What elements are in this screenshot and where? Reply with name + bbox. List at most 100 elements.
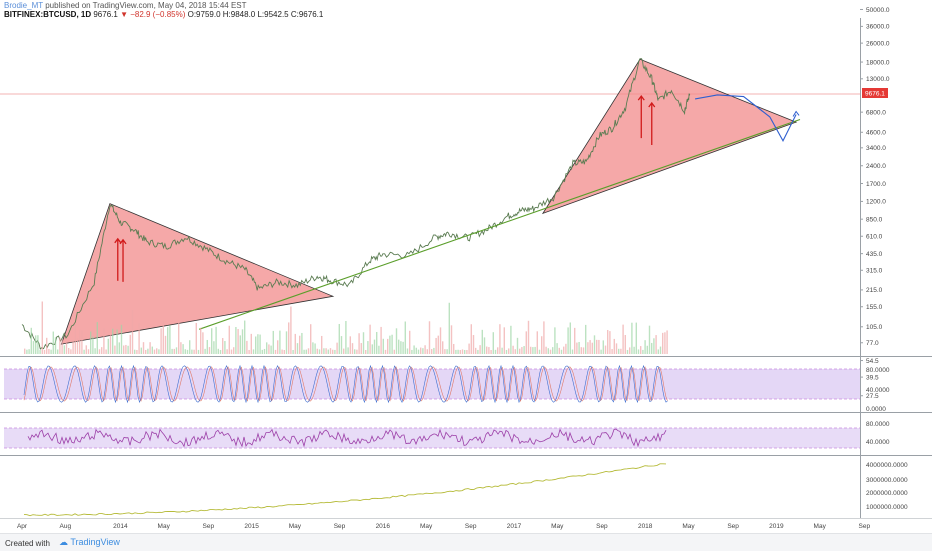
volume-bar bbox=[230, 349, 233, 354]
volume-bar bbox=[246, 340, 248, 354]
rsi-pane[interactable]: 80.0000 40.0000 bbox=[4, 421, 890, 449]
time-tick-label: 2015 bbox=[244, 523, 259, 530]
volume-bar bbox=[307, 348, 310, 354]
volume-bar bbox=[598, 339, 600, 354]
volume-bar bbox=[182, 344, 184, 354]
price-tick-label: 18000.0 bbox=[866, 59, 890, 66]
volume-bar bbox=[206, 339, 208, 354]
obv-tick-label: 4000000.0000 bbox=[866, 462, 908, 469]
triangle-pattern bbox=[60, 203, 335, 345]
volume-bar bbox=[534, 346, 536, 354]
rsi-tick-label: 80.0000 bbox=[866, 421, 890, 428]
volume-bar bbox=[136, 349, 138, 354]
obv-pane[interactable]: 4000000.0000 3000000.0000 2000000.0000 1000… bbox=[23, 462, 908, 517]
stoch-tick-label: 40.0000 bbox=[866, 387, 890, 394]
volume-bar bbox=[241, 329, 244, 354]
volume-bar bbox=[39, 349, 41, 354]
volume-bar bbox=[292, 349, 294, 354]
volume-bar bbox=[92, 336, 94, 354]
tradingview-logo[interactable]: ☁ TradingView bbox=[59, 537, 120, 547]
volume-bar bbox=[323, 348, 325, 354]
volume-bar bbox=[442, 341, 444, 354]
volume-bar bbox=[644, 340, 646, 354]
volume-bar bbox=[204, 348, 206, 354]
buy-arrowhead bbox=[648, 101, 656, 108]
projection-path bbox=[695, 94, 797, 142]
volume-bar bbox=[112, 328, 114, 354]
volume-bar bbox=[578, 341, 580, 354]
volume-bar bbox=[479, 345, 481, 354]
volume-bar bbox=[233, 347, 235, 354]
volume-bar bbox=[600, 349, 602, 354]
volume-bar bbox=[398, 339, 400, 354]
volume-bar bbox=[382, 338, 384, 354]
volume-bar bbox=[622, 324, 624, 354]
volume-bar bbox=[655, 335, 657, 354]
volume-bar bbox=[611, 349, 613, 354]
volume-bar bbox=[37, 335, 39, 354]
low-value: L:9542.5 bbox=[257, 10, 289, 19]
volume-bar bbox=[593, 335, 596, 354]
chart-canvas[interactable]: 80.0000 40.0000 0.0000 80.0000 40.0000 4000… bbox=[0, 0, 932, 533]
down-arrow-icon: ▼ bbox=[120, 10, 128, 19]
volume-bar bbox=[48, 349, 50, 354]
volume-bar bbox=[208, 347, 211, 354]
volume-bar bbox=[538, 349, 541, 354]
volume-bar bbox=[523, 346, 525, 354]
volume-bar bbox=[648, 325, 651, 354]
price-pane[interactable] bbox=[0, 58, 860, 350]
volume-bar bbox=[334, 349, 336, 354]
volume-bar bbox=[296, 343, 299, 354]
projection-arrowhead bbox=[792, 110, 800, 117]
volume-bar bbox=[530, 346, 532, 354]
volume-bar bbox=[629, 347, 631, 354]
volume-bar bbox=[257, 334, 259, 354]
volume-bar bbox=[263, 348, 266, 354]
volume-bar bbox=[492, 332, 494, 354]
price-tick-label: 77.0 bbox=[866, 340, 879, 347]
volume-bar bbox=[239, 335, 241, 354]
volume-bar bbox=[305, 349, 307, 354]
volume-bar bbox=[96, 322, 98, 354]
volume-bar bbox=[129, 334, 131, 354]
obv-tick-label: 1000000.0000 bbox=[866, 504, 908, 511]
price-tick-label: 105.0 bbox=[866, 324, 883, 331]
volume-bar bbox=[470, 324, 472, 354]
obv-line bbox=[23, 463, 667, 517]
volume-bar bbox=[127, 345, 129, 354]
price-change: −82.9 (−0.85%) bbox=[130, 10, 186, 19]
author-link[interactable]: Brodie_MT bbox=[4, 1, 43, 10]
stochastic-pane[interactable]: 80.0000 40.0000 0.0000 bbox=[4, 364, 890, 413]
volume-bar bbox=[303, 349, 305, 354]
volume-bar bbox=[277, 340, 279, 354]
volume-bar bbox=[369, 324, 371, 354]
time-axis[interactable]: Apr Aug 2014 May Sep 2015 May Sep 2016 May Sep 2017… bbox=[17, 523, 871, 530]
volume-bar bbox=[574, 327, 576, 354]
volume-bar bbox=[560, 349, 563, 354]
volume-bar bbox=[609, 331, 611, 354]
volume-bar bbox=[316, 348, 318, 354]
stoch-tick-label: 80.0000 bbox=[866, 367, 890, 374]
volume-bar bbox=[426, 349, 428, 354]
volume-bar bbox=[318, 349, 321, 354]
volume-bar bbox=[83, 349, 85, 354]
volume-bar bbox=[512, 345, 514, 354]
volume-bar bbox=[483, 337, 486, 354]
volume-bar bbox=[156, 348, 158, 354]
price-axis[interactable]: 50000.0 36000.0 26000.0 18000.0 13000.0 6800.… bbox=[860, 7, 890, 400]
symbol-label[interactable]: BITFINEX:BTCUSD, 1D bbox=[4, 10, 92, 19]
volume-bar bbox=[215, 326, 217, 354]
volume-bar bbox=[134, 349, 136, 354]
volume-bar bbox=[428, 321, 431, 354]
volume-bar bbox=[420, 347, 422, 354]
volume-bar bbox=[270, 345, 272, 354]
volume-bar bbox=[217, 348, 219, 354]
price-tick-label: 27.5 bbox=[866, 393, 879, 400]
volume-bar bbox=[596, 339, 598, 354]
volume-bar bbox=[28, 349, 30, 354]
volume-bar bbox=[662, 332, 664, 354]
price-tick-label: 54.5 bbox=[866, 358, 879, 365]
volume-bar bbox=[336, 342, 338, 354]
volume-bar bbox=[70, 349, 72, 354]
footer-bar: Created with ☁ TradingView bbox=[0, 533, 932, 551]
